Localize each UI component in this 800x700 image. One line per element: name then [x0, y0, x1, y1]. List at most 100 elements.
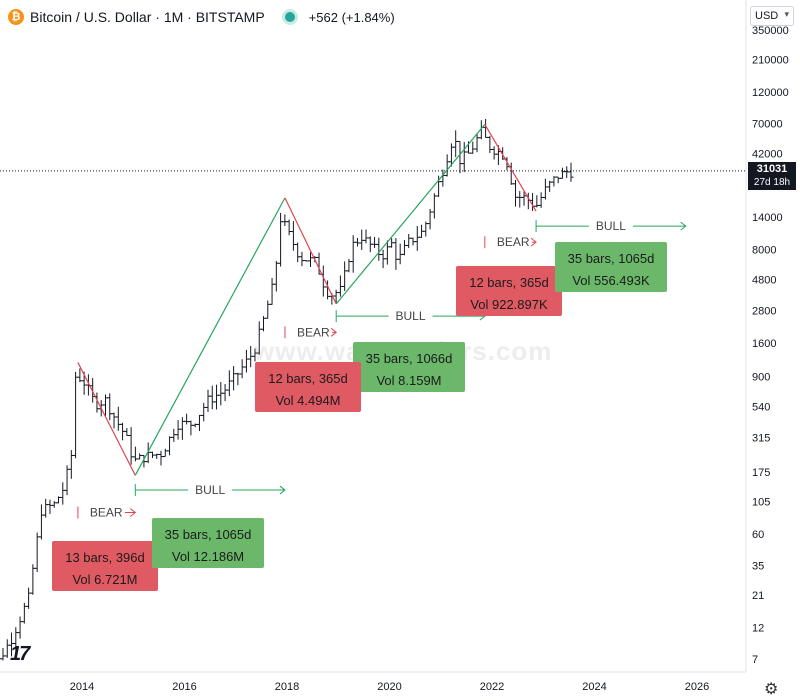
price-bar	[179, 417, 185, 440]
bull-range-marker: BULL	[535, 219, 687, 233]
price-bar	[278, 212, 284, 267]
price-bar	[162, 448, 168, 458]
bull-stats-box-1: 35 bars, 1065d Vol 12.186M	[152, 518, 264, 568]
price-bar	[132, 446, 138, 462]
bear-stats-bars: 12 bars, 365d	[469, 275, 549, 290]
x-tick-label: 2022	[480, 681, 504, 693]
gear-icon[interactable]: ⚙	[764, 681, 779, 698]
price-bar	[372, 236, 378, 249]
price-bar	[196, 414, 202, 432]
price-bar	[295, 242, 301, 263]
bull-stats-volume: Vol 556.493K	[572, 273, 650, 288]
price-bar	[73, 371, 79, 459]
y-tick-label: 4800	[752, 274, 776, 286]
price-change: +562 (+1.84%)	[308, 9, 395, 25]
price-bar	[120, 422, 126, 441]
x-tick-label: 2020	[377, 681, 401, 693]
bear-stats-box-2: 12 bars, 365d Vol 4.494M	[255, 362, 361, 412]
bull-label: BULL	[195, 483, 225, 497]
price-bar	[547, 180, 553, 192]
price-bar	[201, 402, 207, 422]
price-bar	[4, 639, 10, 658]
price-bar	[346, 258, 352, 273]
bear-label: BEAR	[297, 325, 330, 339]
last-price: 31031	[756, 163, 788, 175]
y-tick-label: 315	[752, 433, 770, 445]
y-tick-label: 350000	[752, 25, 789, 37]
bear-stats-bars: 12 bars, 365d	[268, 371, 348, 386]
price-bar	[128, 427, 134, 465]
price-bar	[444, 154, 450, 177]
price-bar	[568, 162, 574, 182]
bull-stats-bars: 35 bars, 1066d	[365, 351, 453, 366]
bitcoin-icon: ₿	[8, 9, 24, 25]
price-bar	[342, 261, 348, 291]
x-tick-label: 2026	[685, 681, 709, 693]
price-bar	[261, 316, 267, 332]
y-tick-label: 210000	[752, 55, 789, 67]
price-bar	[273, 260, 279, 292]
price-bar	[534, 195, 540, 208]
price-bar	[111, 412, 117, 429]
price-bar	[64, 465, 70, 496]
price-bar	[397, 243, 403, 265]
price-bar	[154, 453, 160, 459]
bear-trendline	[284, 197, 337, 305]
price-bar	[107, 393, 113, 421]
price-bar	[555, 176, 561, 184]
price-bar	[551, 176, 557, 187]
price-bar	[184, 413, 190, 425]
price-bar	[30, 564, 36, 595]
y-tick-label: 2800	[752, 306, 776, 318]
price-bar	[350, 235, 356, 273]
price-bar	[34, 532, 40, 573]
price-bar	[431, 193, 437, 219]
y-tick-label: 120000	[752, 87, 789, 99]
price-bar	[115, 406, 121, 431]
price-bar	[205, 389, 211, 413]
price-bar	[17, 616, 23, 639]
price-bar	[564, 166, 570, 178]
currency-selector[interactable]: USD ▾	[750, 6, 794, 26]
bull-stats-box-2: 35 bars, 1066d Vol 8.159M	[353, 342, 465, 392]
tradingview-logo: 17	[10, 643, 30, 665]
bear-stats-box-3: 12 bars, 365d Vol 922.897K	[456, 266, 562, 316]
price-bar	[248, 346, 254, 368]
price-bar	[231, 366, 237, 391]
price-bar	[491, 146, 497, 160]
price-bar	[401, 240, 407, 256]
price-bar	[542, 178, 548, 200]
price-bar	[175, 420, 181, 440]
price-bar	[124, 428, 130, 437]
y-tick-label: 8000	[752, 245, 776, 257]
price-bar	[423, 221, 429, 237]
price-bar	[222, 384, 228, 402]
price-bar	[214, 384, 220, 410]
price-bar	[517, 191, 523, 208]
bear-range-marker: BEAR	[484, 235, 537, 249]
price-bar	[38, 504, 44, 540]
price-bar	[478, 120, 484, 140]
price-bar	[380, 249, 386, 269]
y-tick-label: 21	[752, 590, 764, 602]
symbol-title[interactable]: Bitcoin / U.S. Dollar · 1M · BITSTAMP	[30, 9, 265, 25]
price-bar	[47, 499, 53, 514]
bull-trendline	[134, 197, 286, 476]
currency-label: USD	[755, 10, 779, 22]
price-bar	[393, 238, 399, 270]
price-bar	[235, 372, 241, 386]
price-bar	[419, 224, 425, 238]
price-bar	[209, 385, 215, 410]
bull-stats-volume: Vol 8.159M	[376, 373, 442, 388]
price-bar	[470, 141, 476, 154]
price-bar	[51, 501, 57, 508]
bull-stats-bars: 35 bars, 1065d	[567, 251, 655, 266]
market-open-icon	[284, 12, 295, 22]
y-tick-label: 175	[752, 467, 770, 479]
price-bar	[559, 167, 565, 179]
price-bar	[43, 498, 49, 518]
price-bar	[21, 602, 27, 624]
bear-stats-bars: 13 bars, 396d	[65, 550, 145, 565]
y-tick-label: 540	[752, 401, 770, 413]
